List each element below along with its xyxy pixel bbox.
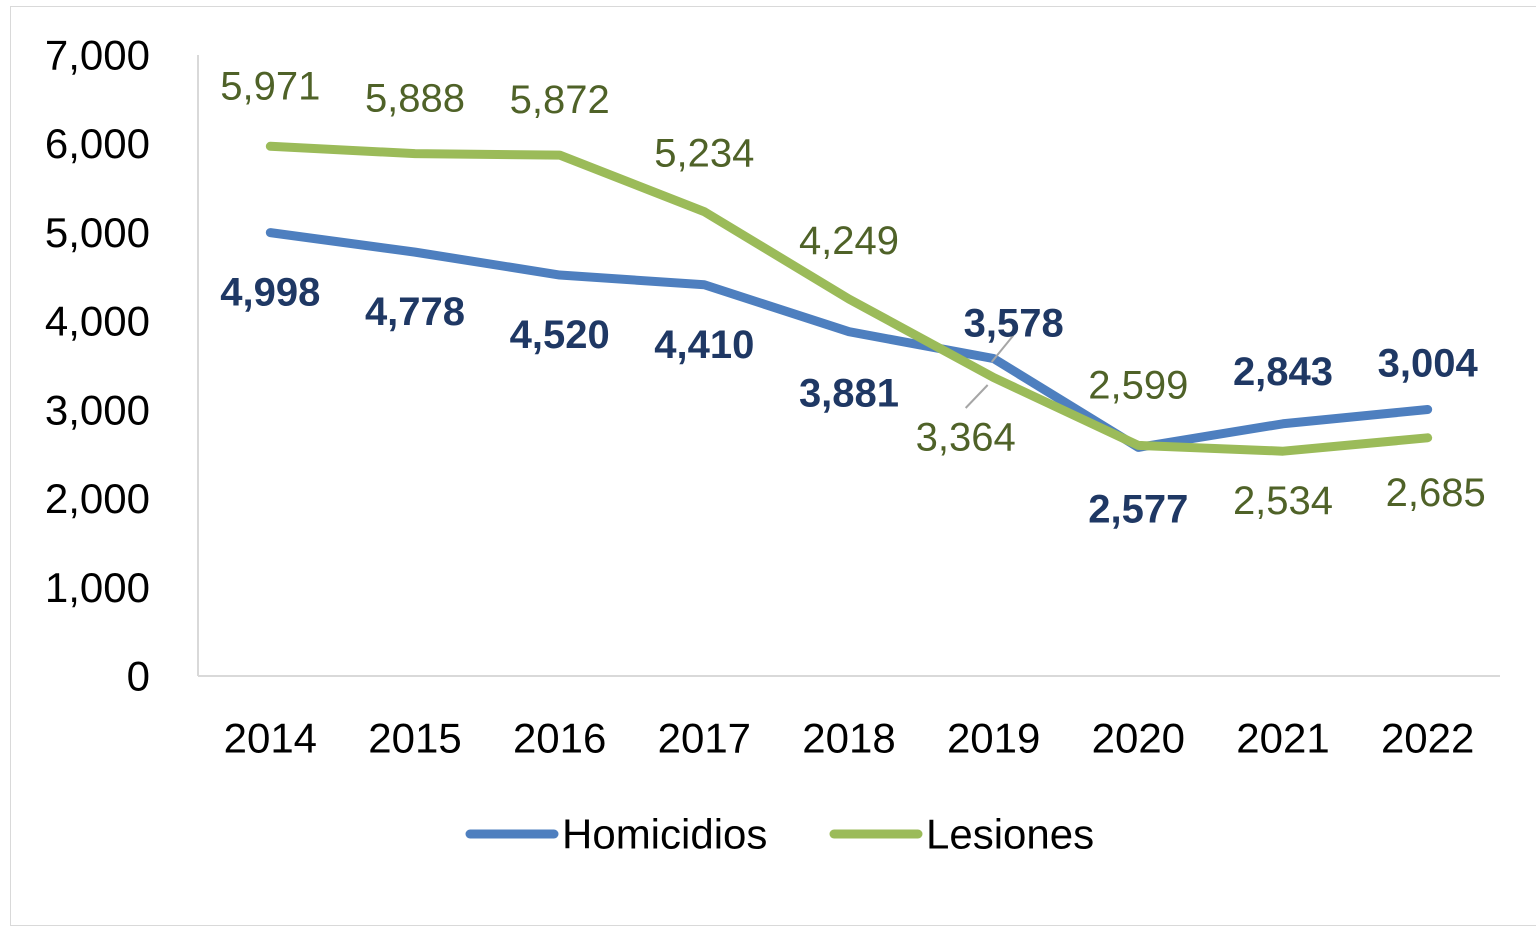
data-label-homicidios: 2,843 — [1233, 350, 1333, 394]
data-label-homicidios: 3,578 — [964, 302, 1064, 346]
legend-label-lesiones: Lesiones — [926, 811, 1094, 858]
x-tick-label: 2020 — [1092, 715, 1185, 762]
data-label-lesiones: 5,888 — [365, 77, 465, 121]
y-tick-label: 4,000 — [45, 298, 150, 345]
y-tick-label: 0 — [127, 653, 150, 700]
data-label-lesiones: 2,599 — [1088, 363, 1188, 407]
legend: Homicidios Lesiones — [470, 811, 1094, 858]
data-label-lesiones: 2,685 — [1386, 471, 1486, 515]
x-tick-label: 2019 — [947, 715, 1040, 762]
y-tick-label: 1,000 — [45, 564, 150, 611]
data-label-lesiones: 5,971 — [220, 64, 320, 108]
data-label-homicidios: 4,410 — [654, 323, 754, 367]
x-tick-label: 2022 — [1381, 715, 1474, 762]
y-tick-label: 5,000 — [45, 209, 150, 256]
data-label-homicidios: 2,577 — [1088, 487, 1188, 531]
axes: 0 1,000 2,000 3,000 4,000 5,000 6,000 7,000 2014… — [45, 32, 1500, 762]
data-label-homicidios: 3,004 — [1378, 342, 1479, 386]
data-label-lesiones: 5,234 — [654, 132, 754, 176]
y-tick-label: 2,000 — [45, 475, 150, 522]
data-label-lesiones: 3,364 — [916, 416, 1016, 460]
y-tick-label: 7,000 — [45, 32, 150, 79]
data-label-lesiones: 4,249 — [799, 219, 899, 263]
data-label-homicidios: 4,520 — [510, 313, 610, 357]
data-label-lesiones: 2,534 — [1233, 479, 1333, 523]
x-tick-label: 2016 — [513, 715, 606, 762]
legend-label-homicidios: Homicidios — [562, 811, 767, 858]
y-tick-label: 3,000 — [45, 386, 150, 433]
data-label-lesiones: 5,872 — [510, 78, 610, 122]
x-tick-label: 2021 — [1236, 715, 1329, 762]
leader-line-lesiones — [966, 385, 988, 408]
data-label-homicidios: 3,881 — [799, 372, 899, 416]
x-tick-label: 2017 — [658, 715, 751, 762]
x-tick-label: 2014 — [224, 715, 317, 762]
line-chart: 0 1,000 2,000 3,000 4,000 5,000 6,000 7,000 2014… — [0, 0, 1536, 900]
data-label-homicidios: 4,778 — [365, 290, 465, 334]
x-tick-label: 2015 — [368, 715, 461, 762]
y-tick-label: 6,000 — [45, 120, 150, 167]
x-tick-label: 2018 — [802, 715, 895, 762]
data-label-homicidios: 4,998 — [220, 271, 320, 315]
